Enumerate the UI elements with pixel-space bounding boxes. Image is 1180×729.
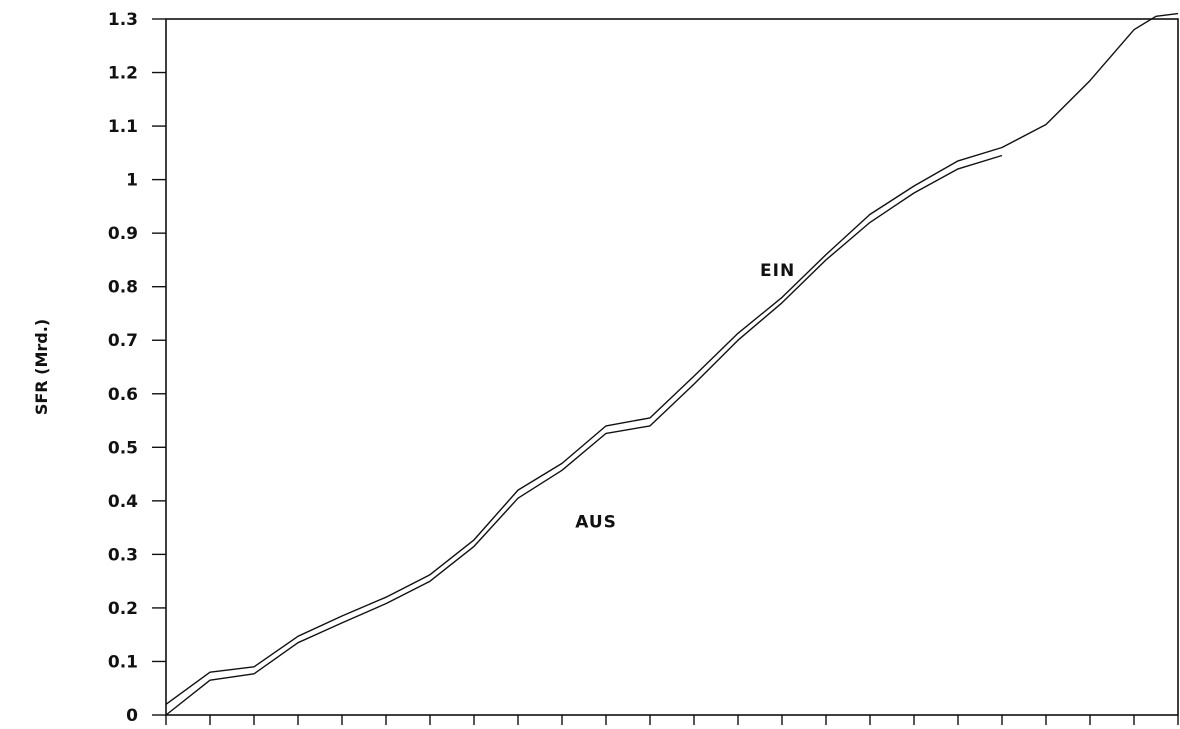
y-tick-label: 1.1 [108, 117, 138, 137]
plot-frame [165, 18, 1179, 716]
y-tick-label: 0.9 [108, 224, 138, 244]
series-line-aus [165, 154, 1003, 716]
y-tick-label: 0.8 [108, 278, 138, 298]
y-tick-label: 0 [126, 706, 138, 726]
y-tick-label: 0.3 [108, 545, 138, 565]
y-tick-label: 0.6 [108, 385, 138, 405]
y-tick-label: 0.4 [108, 492, 138, 512]
y-tick-label: 1.3 [108, 10, 138, 30]
y-tick-label: 0.5 [108, 438, 138, 458]
series-line-ein [165, 12, 1179, 705]
series-annotations: EIN AUS [575, 261, 795, 533]
y-axis-tick-labels: 0 0.1 0.2 0.3 0.4 0.5 0.6 0.7 0.8 0.9 1 1.1 1.2 1.3 [108, 10, 138, 726]
y-tick-label: 0.7 [108, 331, 138, 351]
y-tick-label: 0.2 [108, 599, 138, 619]
y-axis-ticks [152, 18, 166, 716]
y-tick-label: 1.2 [108, 64, 138, 84]
series-label-aus: AUS [575, 513, 617, 533]
series-lines [165, 12, 1179, 716]
x-axis-ticks [165, 715, 1179, 725]
series-label-ein: EIN [760, 261, 795, 281]
y-axis-title: SFR (Mrd.) [32, 319, 51, 415]
y-tick-label: 0.1 [108, 652, 138, 672]
y-tick-label: 1 [126, 171, 138, 191]
